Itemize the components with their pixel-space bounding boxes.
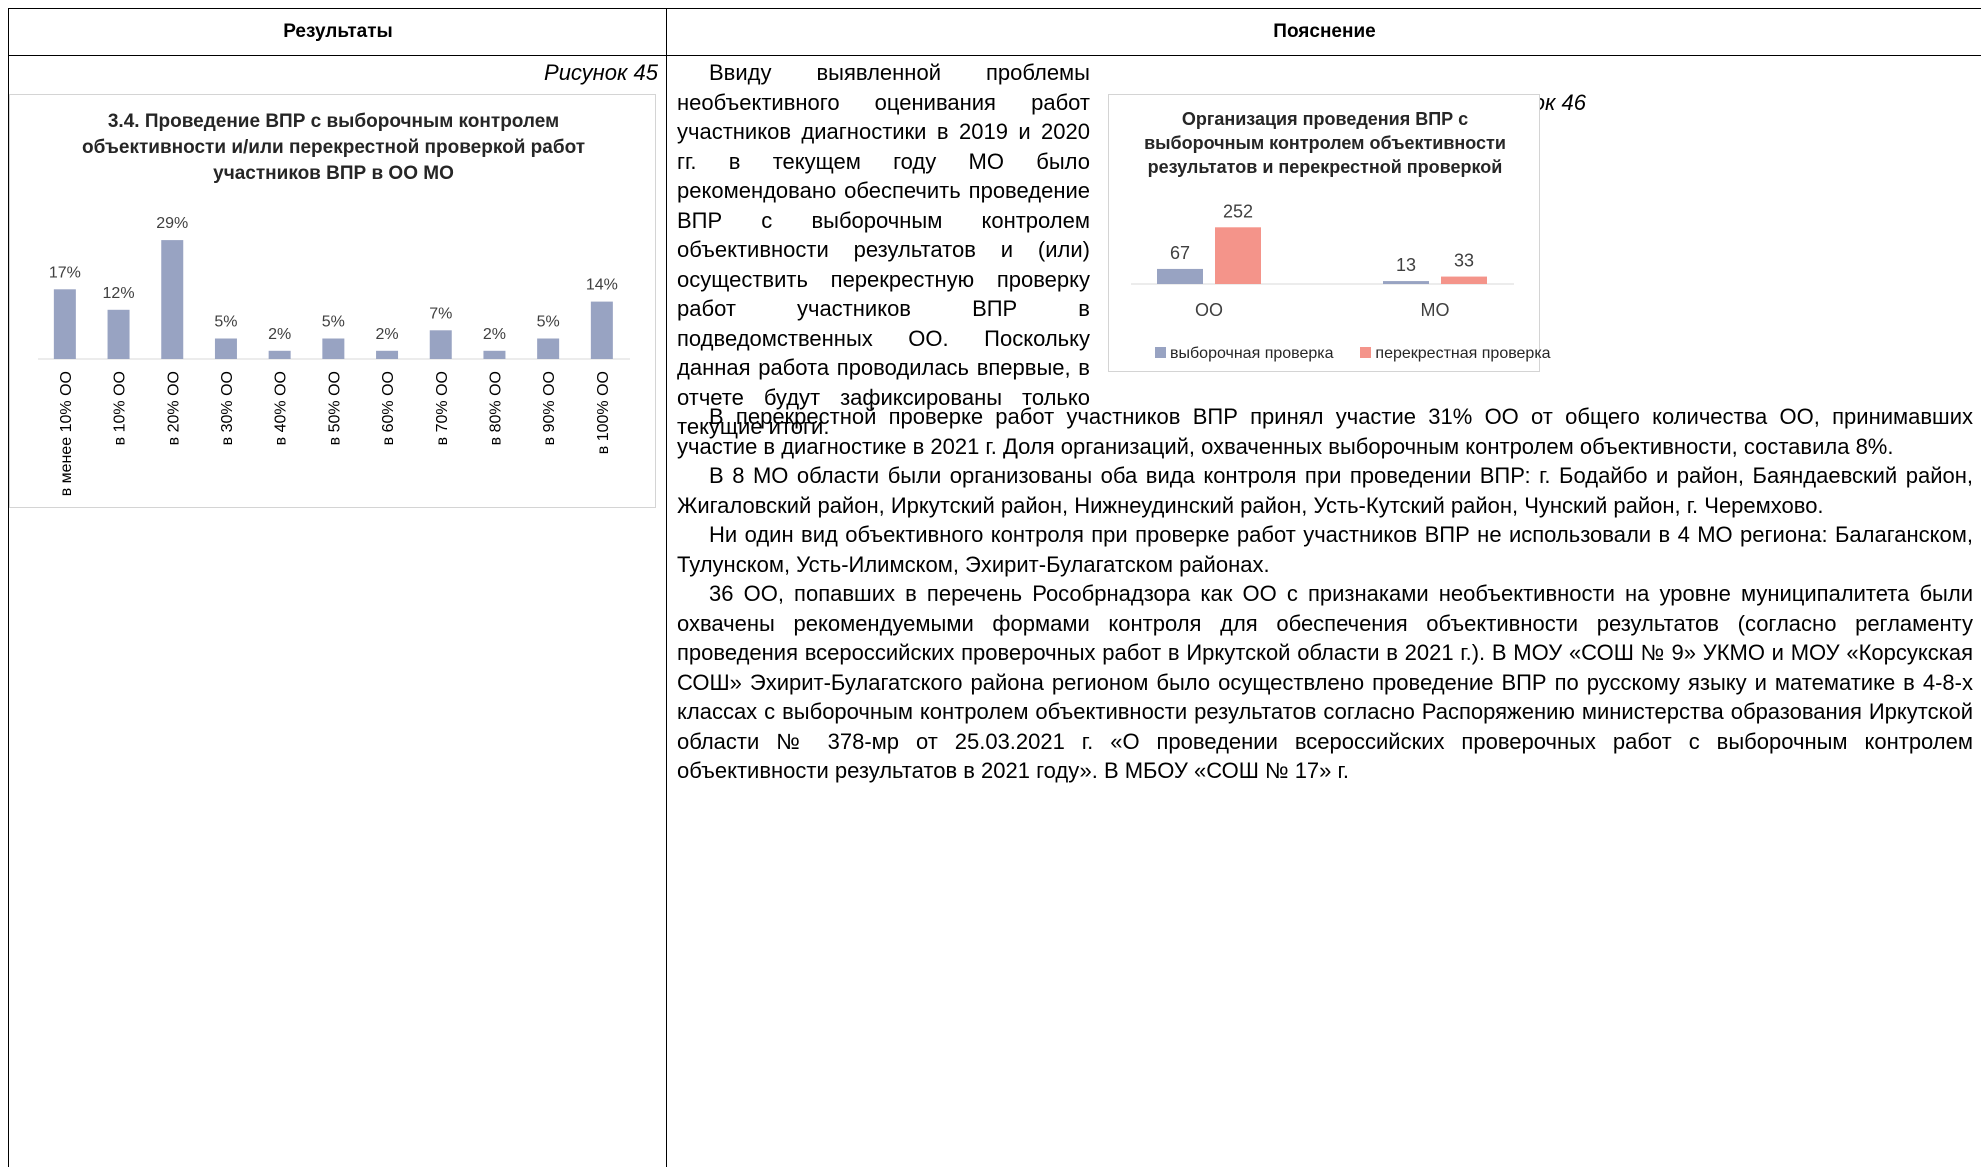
chart-45-bar [53,289,76,359]
chart-45-data-label: 5% [214,314,237,331]
chart-45-bar [537,338,560,359]
chart-45-data-label: 12% [103,285,135,302]
chart-45-bar [590,301,613,359]
chart-45-plot: 17% в менее 10% ОО 12% в 10% ОО 29% в 20% ОО 5… [38,215,630,496]
chart-46-bar [1215,227,1261,284]
chart-45-data-label: 5% [537,314,560,331]
chart-45-bar [107,309,130,359]
chart-45-category-label: в 20% ОО [165,371,182,445]
chart-45-bar [483,350,506,359]
chart-45-bar [214,338,237,359]
chart-45-data-label: 5% [322,314,345,331]
legend-swatch-selective [1155,347,1166,358]
results-table: Результаты Пояснение [8,8,1981,1167]
paragraph-1: В перекрестной проверке работ участников… [677,404,1973,459]
chart-45-data-label: 2% [375,326,398,343]
chart-46-data-label: 13 [1396,255,1416,275]
chart-46-bar [1383,281,1429,284]
chart-45-title: 3.4. Проведение ВПР с выборочным контрол… [81,111,586,184]
chart-46-plot: 67 252 ОО 13 33 МО [1131,201,1514,320]
chart-45-data-label: 29% [156,215,188,232]
chart-46-legend: выборочная проверка перекрестная проверк… [1155,345,1551,363]
column-header-results: Результаты [9,9,667,56]
chart-45-category-label: в 90% ОО [541,371,558,445]
chart-45-category-label: в 60% ОО [380,371,397,445]
chart-46-data-label: 67 [1170,243,1190,263]
legend-item-selective: выборочная проверка [1155,345,1334,362]
chart-45: 3.4. Проведение ВПР с выборочным контрол… [9,94,656,508]
paragraph-2: В 8 МО области были организованы оба вид… [677,463,1973,518]
chart-45-category-label: в 70% ОО [434,371,451,445]
chart-46-data-label: 33 [1454,251,1474,271]
column-header-explanation: Пояснение [667,9,1981,56]
chart-45-category-label: в 10% ОО [112,371,129,445]
chart-46-bar [1157,268,1203,284]
intro-paragraph: Ввиду выявленной проблемы необъективного… [677,60,1090,439]
chart-46-category-label: МО [1421,300,1450,320]
chart-45-data-label: 2% [483,326,506,343]
chart-45-bar [268,350,291,359]
chart-45-bar [161,240,184,359]
chart-45-category-label: в 50% ОО [326,371,343,445]
chart-45-category-label: в 40% ОО [273,371,290,445]
chart-45-data-label: 7% [429,305,452,322]
column-divider [666,9,667,1167]
chart-45-data-label: 17% [49,264,81,281]
paragraph-4: 36 ОО, попавших в перечень Рособрнадзора… [677,581,1973,783]
chart-46-title: Организация проведения ВПР с выборочным … [1144,109,1506,177]
chart-45-category-label: в менее 10% ОО [58,371,75,496]
chart-45-category-label: в 30% ОО [219,371,236,445]
paragraph-3: Ни один вид объективного контроля при пр… [677,522,1973,577]
chart-45-bar [429,330,452,359]
legend-item-cross: перекрестная проверка [1360,345,1551,362]
chart-45-category-label: в 100% ОО [595,371,612,454]
chart-46-data-label: 252 [1223,201,1253,221]
chart-45-bar [376,350,399,359]
legend-swatch-cross [1360,347,1372,358]
chart-45-data-label: 2% [268,326,291,343]
chart-46-bar [1441,276,1487,284]
chart-45-data-label: 14% [586,277,618,294]
chart-45-bar [322,338,345,359]
chart-46-category-label: ОО [1195,300,1223,320]
figure-caption-45: Рисунок 45 [544,60,658,85]
chart-46: Организация проведения ВПР с выборочным … [1108,94,1551,372]
explanation-paragraphs: В перекрестной проверке работ участников… [677,402,1973,786]
chart-45-category-label: в 80% ОО [487,371,504,445]
